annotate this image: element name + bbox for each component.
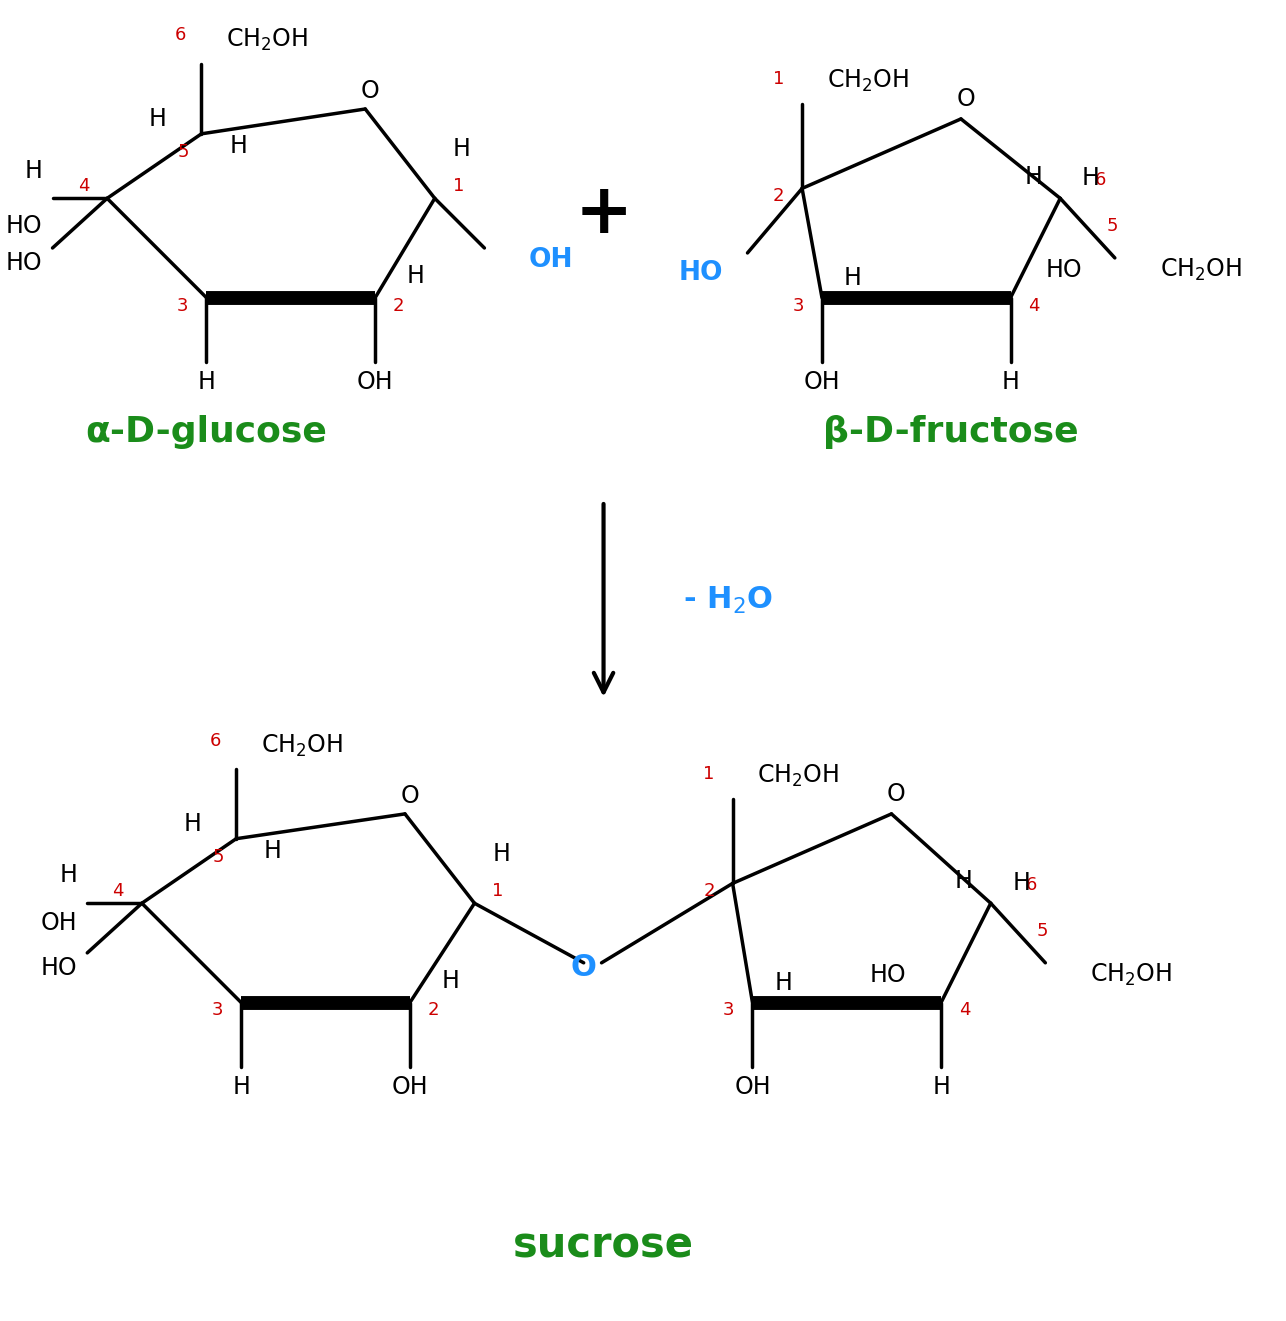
Text: H: H [932,1075,950,1099]
Text: CH$_2$OH: CH$_2$OH [1091,962,1172,988]
Text: CH$_2$OH: CH$_2$OH [1160,256,1241,283]
Text: H: H [493,841,511,865]
Text: H: H [453,136,471,161]
Text: 5: 5 [1037,922,1048,941]
Text: H: H [441,968,459,992]
Text: H: H [229,133,247,157]
Text: sucrose: sucrose [513,1225,694,1267]
Text: 6: 6 [1025,876,1037,894]
Text: H: H [198,370,215,394]
Text: H: H [1025,165,1043,189]
Text: HO: HO [678,260,723,285]
Text: OH: OH [734,1075,770,1099]
Text: H: H [1012,872,1030,896]
Text: H: H [59,864,77,888]
Text: O: O [957,87,975,111]
Text: O: O [400,785,419,808]
Text: H: H [844,266,862,289]
Text: OH: OH [529,247,574,273]
Text: HO: HO [6,251,42,275]
Text: HO: HO [869,963,907,987]
Text: 5: 5 [1106,217,1118,235]
Text: CH$_2$OH: CH$_2$OH [757,764,840,789]
Text: α-D-glucose: α-D-glucose [85,415,328,449]
Text: 1: 1 [493,882,504,901]
Text: H: H [1082,166,1100,190]
Text: H: H [406,264,424,288]
Text: 2: 2 [394,297,405,314]
Text: - H$_2$O: - H$_2$O [683,585,773,616]
Text: O: O [887,782,905,806]
Text: 6: 6 [175,25,186,44]
Text: +: + [575,180,633,247]
Text: O: O [571,954,597,983]
Text: 2: 2 [773,188,784,205]
Text: 1: 1 [453,177,464,196]
Text: H: H [24,159,42,182]
Text: CH$_2$OH: CH$_2$OH [226,26,309,53]
Text: OH: OH [41,911,77,935]
Text: 5: 5 [212,848,224,865]
Text: 4: 4 [959,1001,971,1020]
Text: 2: 2 [703,882,715,901]
Text: 4: 4 [1029,297,1040,314]
Text: β-D-fructose: β-D-fructose [823,415,1079,449]
Text: OH: OH [358,370,394,394]
Text: 6: 6 [210,732,221,750]
Text: 5: 5 [177,143,189,161]
Text: HO: HO [1046,258,1082,281]
Text: 3: 3 [792,297,804,314]
Text: 3: 3 [177,297,189,314]
Text: H: H [264,839,282,863]
Text: H: H [774,971,792,995]
Text: H: H [1002,370,1020,394]
Text: 1: 1 [703,765,715,783]
Text: 2: 2 [428,1001,440,1020]
Text: H: H [184,812,202,836]
Text: H: H [955,869,974,893]
Text: 4: 4 [112,882,123,901]
Text: H: H [233,1075,249,1099]
Text: CH$_2$OH: CH$_2$OH [827,69,909,94]
Text: 3: 3 [723,1001,734,1020]
Text: 6: 6 [1094,172,1106,189]
Text: HO: HO [6,214,42,238]
Text: 3: 3 [212,1001,224,1020]
Text: 1: 1 [773,70,784,89]
Text: OH: OH [392,1075,428,1099]
Text: H: H [149,107,167,131]
Text: OH: OH [804,370,840,394]
Text: 4: 4 [77,177,89,196]
Text: HO: HO [41,956,77,980]
Text: O: O [361,79,379,103]
Text: CH$_2$OH: CH$_2$OH [261,733,343,760]
